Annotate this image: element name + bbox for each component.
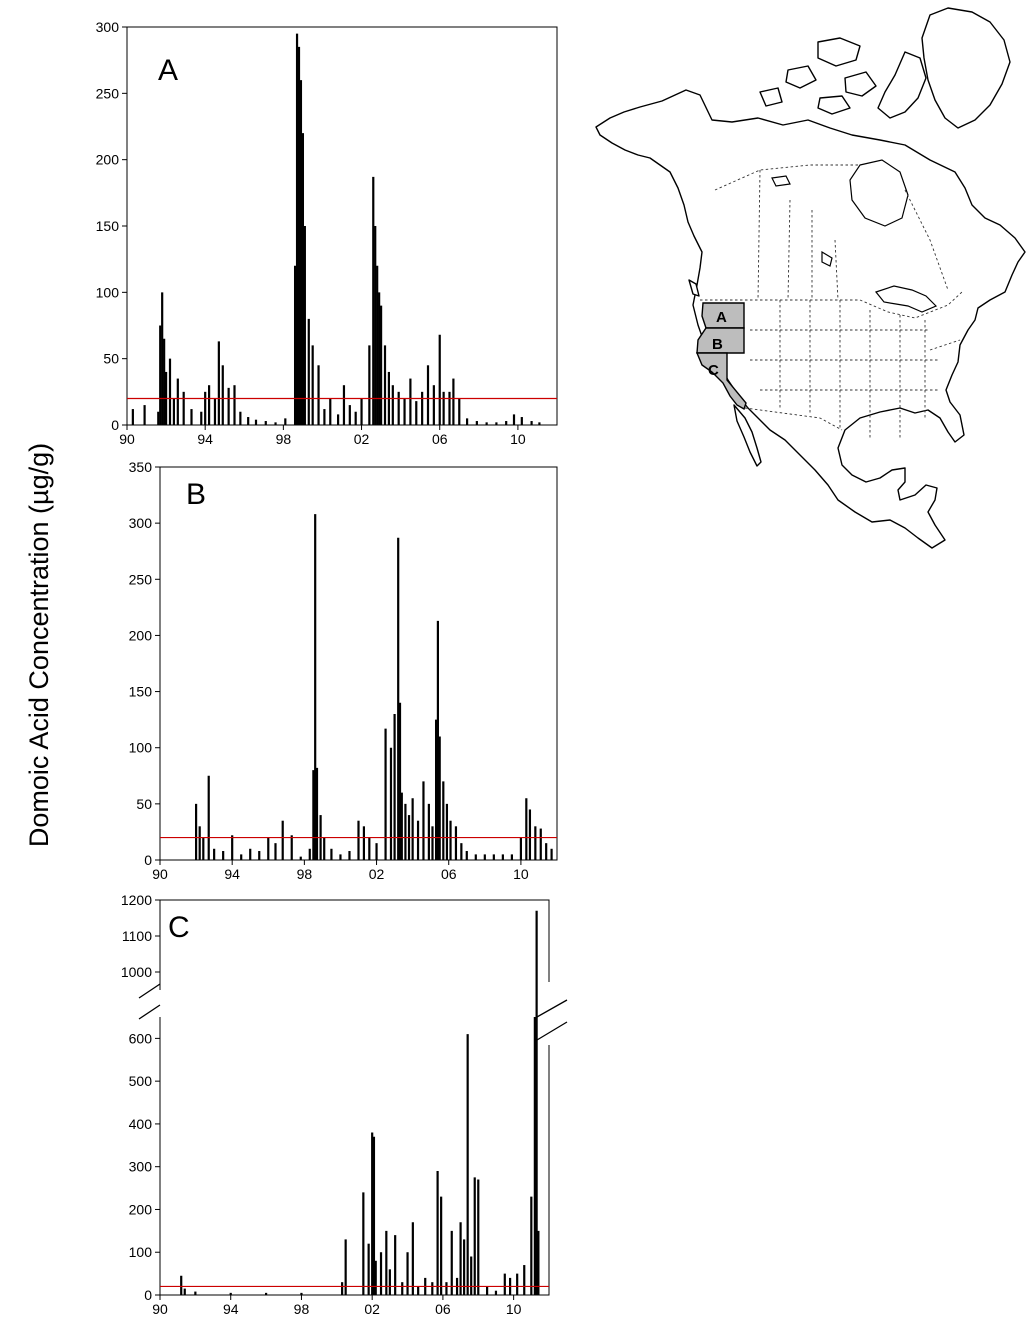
map-label-c: C <box>708 362 719 379</box>
y-tick-label: 1000 <box>121 964 152 980</box>
x-tick-label: 90 <box>152 1301 168 1317</box>
y-axis-label: Domoic Acid Concentration (µg/g) <box>24 443 54 847</box>
y-tick-label: 200 <box>129 1201 153 1217</box>
lake <box>821 250 833 267</box>
y-tick-label: 300 <box>96 19 120 35</box>
x-tick-label: 02 <box>369 866 385 882</box>
x-tick-label: 98 <box>276 431 292 447</box>
map-label-b: B <box>712 336 723 353</box>
map-borders <box>700 164 963 440</box>
x-tick-label: 06 <box>435 1301 451 1317</box>
baja-california <box>733 404 762 467</box>
province-borders <box>714 164 949 301</box>
panel-label: B <box>186 478 206 511</box>
us-canada-border <box>700 291 963 319</box>
region-c <box>695 352 747 411</box>
y-tick-label: 0 <box>144 1287 152 1303</box>
y-tick-label: 100 <box>129 1244 153 1260</box>
north-america-map: A B C <box>595 7 1026 549</box>
axis-ticks: 90 94 98 02 06 100100200300400500600100011001… <box>121 892 522 1317</box>
arctic-island <box>817 95 851 115</box>
y-tick-label: 400 <box>129 1116 153 1132</box>
x-tick-label: 10 <box>513 866 529 882</box>
y-tick-label: 200 <box>129 627 153 643</box>
x-tick-label: 90 <box>152 866 168 882</box>
map-label-a: A <box>716 309 727 326</box>
vancouver-island <box>688 279 700 297</box>
state-borders <box>750 300 961 440</box>
x-tick-label: 10 <box>506 1301 522 1317</box>
bar-series <box>127 33 557 425</box>
arctic-island <box>817 37 861 67</box>
y-tick-label: 300 <box>129 515 153 531</box>
y-tick-label: 250 <box>129 571 153 587</box>
y-tick-label: 600 <box>129 1030 153 1046</box>
mainland-outline <box>595 89 1026 549</box>
y-tick-label: 200 <box>96 152 120 168</box>
y-tick-label: 50 <box>136 796 152 812</box>
x-tick-label: 90 <box>119 431 135 447</box>
y-tick-label: 1200 <box>121 892 152 908</box>
chart-panel-c: C 90 94 98 02 06 1001002003004005006001000110… <box>121 892 568 1317</box>
y-tick-label: 100 <box>96 284 120 300</box>
map-water <box>771 159 938 313</box>
arctic-island <box>844 71 877 97</box>
map-land <box>595 7 1026 549</box>
y-tick-label: 0 <box>144 852 152 868</box>
arctic-island <box>785 65 817 89</box>
x-tick-label: 94 <box>224 866 240 882</box>
panel-label: A <box>158 54 178 87</box>
arctic-island <box>759 87 783 107</box>
x-tick-label: 02 <box>354 431 370 447</box>
x-tick-label: 94 <box>223 1301 239 1317</box>
great-lakes <box>874 285 938 313</box>
baffin-island <box>877 51 927 119</box>
y-tick-label: 100 <box>129 740 153 756</box>
hudson-bay <box>849 159 909 227</box>
x-tick-label: 98 <box>297 866 313 882</box>
us-mexico-border <box>744 407 843 431</box>
x-tick-label: 06 <box>441 866 457 882</box>
y-tick-label: 250 <box>96 85 120 101</box>
x-tick-label: 98 <box>294 1301 310 1317</box>
plot-frame <box>126 26 558 426</box>
y-tick-label: 0 <box>111 417 119 433</box>
y-tick-label: 500 <box>129 1073 153 1089</box>
plot-frame <box>159 899 550 1296</box>
x-tick-label: 02 <box>364 1301 380 1317</box>
y-tick-label: 350 <box>129 459 153 475</box>
x-tick-label: 06 <box>432 431 448 447</box>
y-tick-label: 150 <box>129 684 153 700</box>
x-tick-label: 10 <box>510 431 526 447</box>
axis-break-mark-right <box>536 999 568 1041</box>
y-tick-label: 50 <box>103 351 119 367</box>
axis-break-mark-left <box>138 983 161 1020</box>
bar-series <box>160 514 557 860</box>
plot-frame <box>159 466 558 861</box>
panel-label: C <box>168 911 190 944</box>
bar-series <box>160 910 549 1295</box>
greenland <box>921 7 1011 129</box>
y-tick-label: 1100 <box>122 928 152 944</box>
y-tick-label: 150 <box>96 218 120 234</box>
x-tick-label: 94 <box>197 431 213 447</box>
y-tick-label: 300 <box>129 1159 153 1175</box>
lake <box>771 175 791 187</box>
map-highlighted-regions <box>695 302 747 411</box>
